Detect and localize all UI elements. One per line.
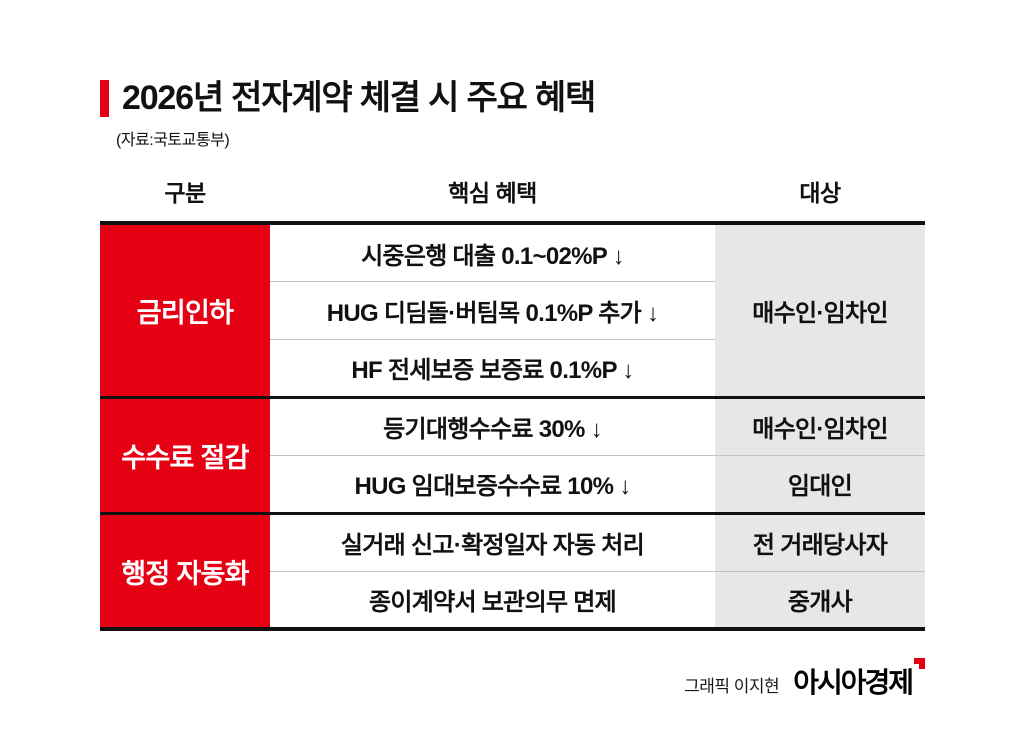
target-cell: 매수인·임차인	[715, 221, 925, 398]
header-row: 구분 핵심 혜택 대상	[100, 174, 925, 226]
table-row: HUG 디딤돌·버팀목 0.1%P 추가 ↓	[100, 280, 925, 340]
benefit-cell: HUG 임대보증수수료 10% ↓	[270, 454, 715, 514]
category-cell: 행정 자동화	[100, 511, 270, 630]
title-block: 2026년 전자계약 체결 시 주요 혜택 (자료:국토교통부)	[100, 79, 925, 150]
graphic-credit: 그래픽 이지현	[684, 677, 780, 697]
table-row: HUG 임대보증수수료 10% ↓ 임대인	[100, 454, 925, 514]
page-title: 2026년 전자계약 체결 시 주요 혜택	[122, 79, 596, 117]
footer: 그래픽 이지현 아시아경제	[100, 658, 925, 701]
benefit-cell: 종이계약서 보관의무 면제	[270, 570, 715, 630]
table-row: HF 전세보증 보증료 0.1%P ↓	[100, 338, 925, 398]
target-cell: 임대인	[715, 454, 925, 514]
brand-logo: 아시아경제	[793, 658, 925, 701]
header-category: 구분	[100, 174, 270, 226]
benefit-cell: 등기대행수수료 30% ↓	[270, 395, 715, 456]
benefit-cell: HUG 디딤돌·버팀목 0.1%P 추가 ↓	[270, 280, 715, 340]
brand-logo-text: 아시아경제	[793, 667, 914, 699]
table-row: 수수료 절감 등기대행수수료 30% ↓ 매수인·임차인	[100, 395, 925, 514]
target-cell: 전 거래당사자	[715, 511, 925, 572]
target-cell: 중개사	[715, 570, 925, 630]
header-target: 대상	[715, 174, 925, 226]
benefit-cell: 시중은행 대출 0.1~02%P ↓	[270, 221, 715, 282]
header-benefit: 핵심 혜택	[270, 174, 715, 226]
source-note: (자료:국토교통부)	[116, 132, 230, 150]
benefits-table: 구분 핵심 혜택 대상 금리인하 시중은행 대출 0.1~02%P ↓ 매수인·…	[100, 174, 925, 632]
table-row: 종이계약서 보관의무 면제 중개사	[100, 570, 925, 630]
benefit-cell: 실거래 신고·확정일자 자동 처리	[270, 511, 715, 572]
title-accent-bar-icon	[100, 80, 109, 118]
table-row: 금리인하 시중은행 대출 0.1~02%P ↓ 매수인·임차인	[100, 221, 925, 398]
benefit-cell: HF 전세보증 보증료 0.1%P ↓	[270, 338, 715, 398]
title-row: 2026년 전자계약 체결 시 주요 혜택	[100, 79, 925, 118]
brand-mark-icon	[914, 658, 925, 670]
target-cell: 매수인·임차인	[715, 395, 925, 456]
category-cell: 수수료 절감	[100, 395, 270, 514]
category-cell: 금리인하	[100, 221, 270, 398]
table-row: 행정 자동화 실거래 신고·확정일자 자동 처리 전 거래당사자	[100, 511, 925, 630]
